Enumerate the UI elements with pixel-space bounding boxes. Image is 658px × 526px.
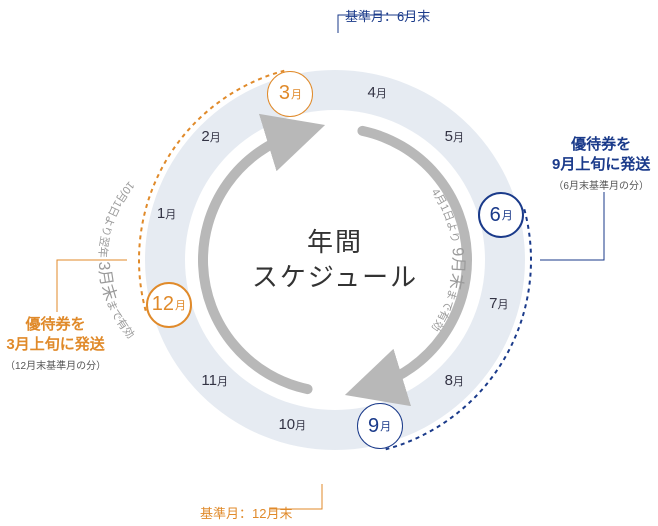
note-basis-dec: 基準月：12月末 (200, 505, 292, 523)
note-line1: 優待券を (26, 316, 86, 333)
month-11: 11月 (201, 372, 228, 389)
annual-schedule-diagram: 年間 スケジュール 4月1日より 9月末まで有効 10月1日より翌年 3月末まで… (0, 0, 658, 526)
month-10: 10月 (278, 416, 306, 433)
note-ship-sep: 優待券を 9月上旬に発送 （6月末基準月の分） (552, 135, 650, 193)
month-8: 8月 (445, 372, 464, 389)
note-text: 基準月：6月末 (345, 9, 430, 24)
month-5: 5月 (445, 128, 464, 145)
note-basis-june: 基準月：6月末 (345, 8, 430, 26)
note-line2: 3月上旬に発送 (6, 336, 104, 353)
note-line3: （6月末基準月の分） (553, 181, 649, 192)
note-text: 基準月：12月末 (200, 506, 292, 521)
note-ship-mar: 優待券を 3月上旬に発送 （12月末基準月の分） (5, 315, 106, 373)
month-7: 7月 (489, 295, 508, 312)
note-line3: （12月末基準月の分） (5, 361, 106, 372)
note-line1: 優待券を (571, 136, 631, 153)
key-month-9: 9月 (357, 403, 403, 449)
ship-mar-line (57, 260, 127, 312)
month-1: 1月 (157, 205, 176, 222)
center-title: 年間 スケジュール (185, 225, 485, 295)
key-month-3: 3月 (267, 71, 313, 117)
ship-sep-line (540, 192, 604, 260)
month-2: 2月 (201, 128, 220, 145)
center-title-line1: 年間 (307, 227, 363, 257)
month-4: 4月 (368, 84, 387, 101)
note-line2: 9月上旬に発送 (552, 156, 650, 173)
key-month-12: 12月 (146, 282, 192, 328)
center-title-line2: スケジュール (252, 262, 418, 292)
